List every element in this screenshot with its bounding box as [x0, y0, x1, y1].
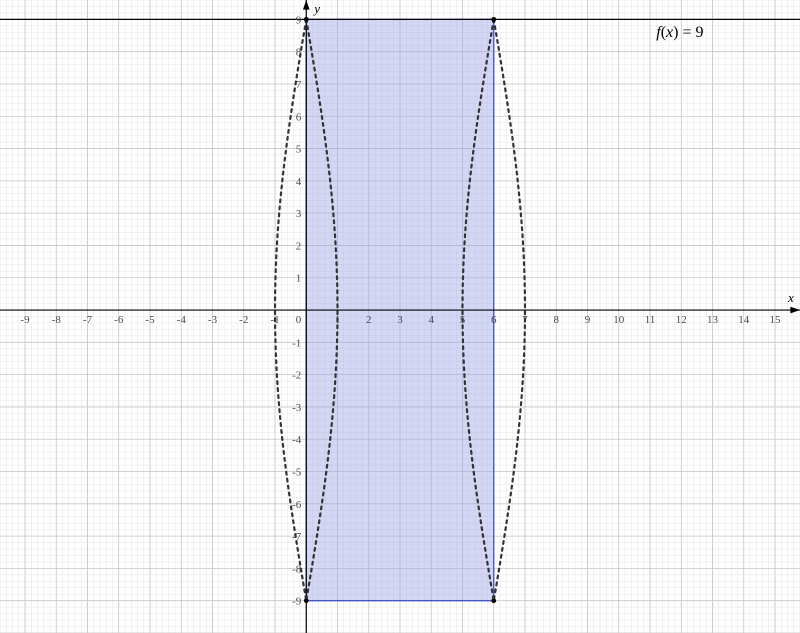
x-tick-label: 11: [645, 314, 656, 326]
x-tick-label: -9: [20, 314, 30, 326]
y-tick-label: 6: [296, 111, 302, 123]
svg-text:0: 0: [296, 314, 302, 326]
marker-point: [304, 598, 309, 603]
y-tick-label: 9: [296, 14, 302, 26]
y-tick-label: 4: [296, 176, 302, 188]
function-label: f(x) = 9: [656, 24, 703, 41]
x-tick-label: 8: [554, 314, 560, 326]
x-tick-label: -8: [52, 314, 62, 326]
x-tick-label: 15: [770, 314, 782, 326]
x-tick-label: 12: [676, 314, 687, 326]
y-tick-label: -6: [292, 499, 302, 511]
x-axis-label: x: [787, 290, 794, 305]
x-tick-label: -3: [208, 314, 218, 326]
y-tick-label: 3: [296, 208, 302, 220]
x-tick-label: -2: [239, 314, 248, 326]
y-tick-label: -1: [292, 337, 301, 349]
y-tick-label: -5: [292, 467, 302, 479]
y-tick-label: -4: [292, 434, 302, 446]
x-tick-label: 2: [366, 314, 372, 326]
y-tick-label: -9: [292, 596, 302, 608]
x-tick-label: -4: [177, 314, 187, 326]
x-tick-label: -6: [114, 314, 124, 326]
y-tick-label: -2: [292, 370, 301, 382]
y-tick-label: -3: [292, 402, 302, 414]
x-tick-label: 9: [585, 314, 591, 326]
marker-point: [491, 598, 496, 603]
y-axis-label: y: [312, 1, 320, 16]
y-tick-label: 2: [296, 240, 302, 252]
x-tick-label: 14: [738, 314, 750, 326]
x-tick-label: 13: [707, 314, 719, 326]
x-tick-label: 4: [429, 314, 435, 326]
marker-point: [304, 17, 309, 22]
y-tick-label: 1: [296, 273, 302, 285]
x-tick-label: -5: [145, 314, 155, 326]
x-tick-label: 3: [397, 314, 403, 326]
x-tick-label: 6: [491, 314, 497, 326]
x-tick-label: -7: [83, 314, 93, 326]
x-tick-label: 10: [613, 314, 625, 326]
function-plot: -9-8-7-6-5-4-3-2-1123456789101112131415-…: [0, 0, 800, 633]
marker-point: [491, 17, 496, 22]
y-tick-label: 5: [296, 144, 302, 156]
